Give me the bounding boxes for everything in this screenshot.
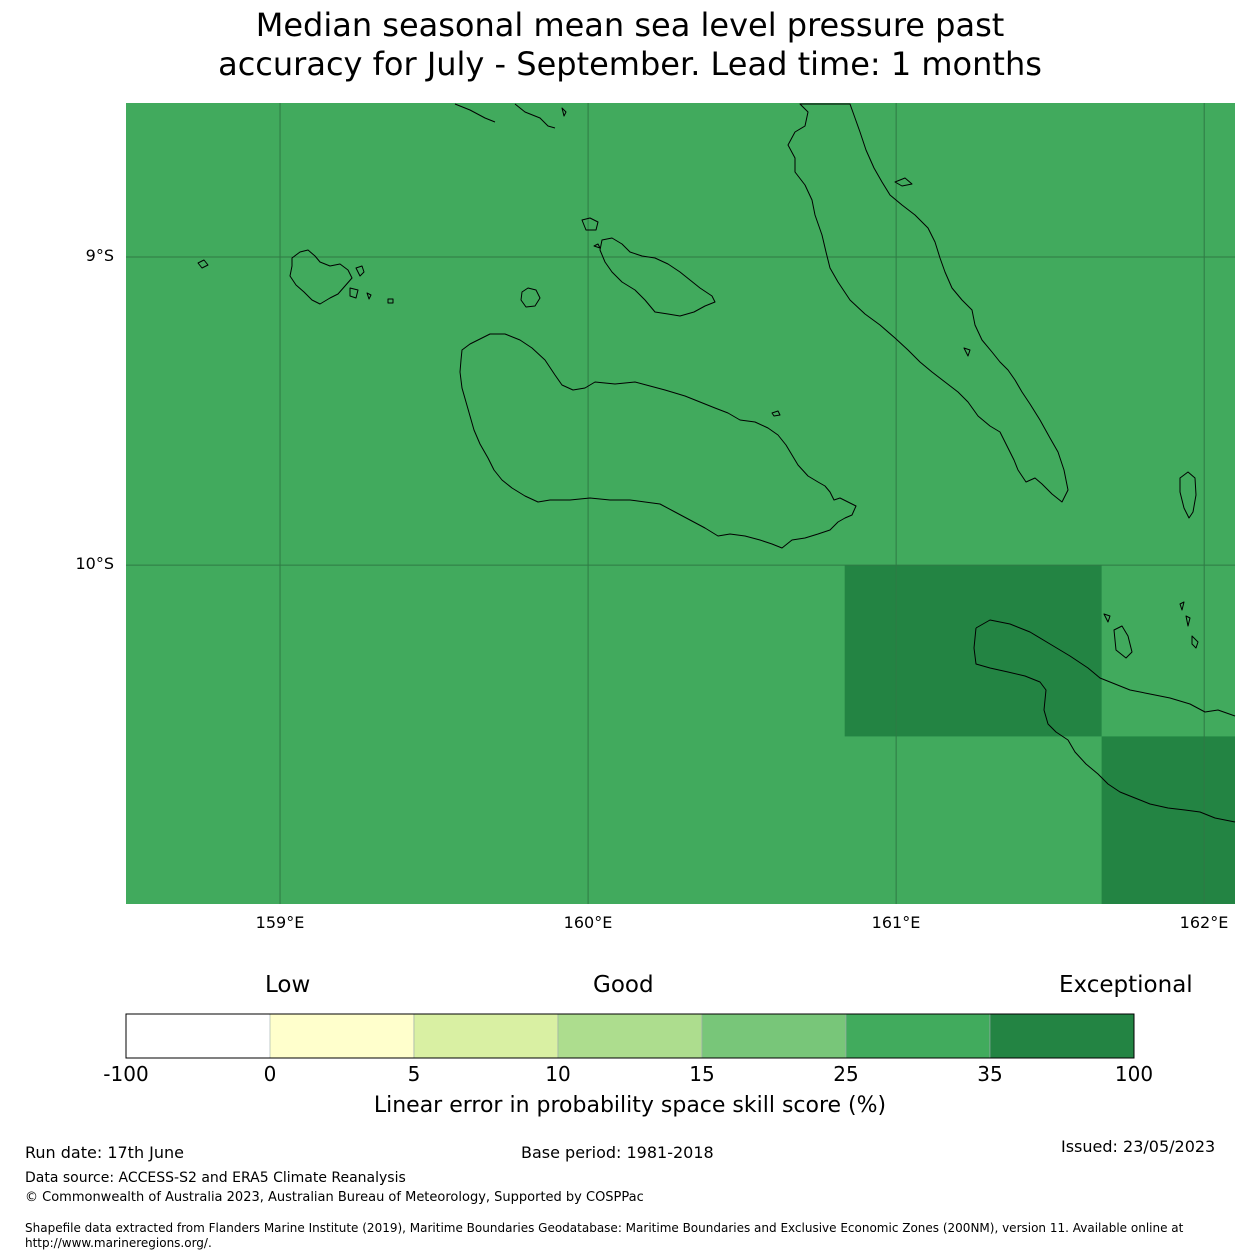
islet [1191, 635, 1199, 649]
colorbar-tick: 15 [689, 1062, 715, 1086]
skill-cell-high-1 [1101, 736, 1235, 904]
island-santa-isabel [787, 103, 1069, 503]
colorbar-tick: 100 [1114, 1062, 1154, 1086]
colorbar-segment-3 [557, 1013, 703, 1059]
chart-title: Median seasonal mean sea level pressure … [218, 6, 1042, 83]
island-russell [289, 249, 353, 305]
data-source: Data source: ACCESS-S2 and ERA5 Climate … [25, 1170, 406, 1186]
islet [1113, 625, 1133, 659]
shapefile-credit-line1: Shapefile data extracted from Flanders M… [25, 1221, 1184, 1235]
lat-label-10s: 10°S [75, 554, 114, 573]
colorbar-tick: 5 [407, 1062, 421, 1086]
colorbar-segment-6 [989, 1013, 1135, 1059]
islet [771, 410, 781, 417]
island-savo [520, 287, 541, 308]
colorbar-label: Linear error in probability space skill … [373, 1093, 887, 1118]
coast-fragment [454, 103, 496, 123]
lon-label-160e: 160°E [563, 913, 613, 932]
islet [349, 287, 359, 299]
run-date: Run date: 17th June [25, 1143, 185, 1162]
lat-label-9s: 9°S [85, 246, 114, 265]
islet [581, 217, 599, 231]
island-makira-south [973, 627, 1236, 823]
shapefile-credit-line2: http://www.marineregions.org/. [25, 1236, 212, 1250]
islet [1179, 601, 1185, 611]
copyright: © Commonwealth of Australia 2023, Austra… [25, 1190, 644, 1205]
colorbar-segment-5 [845, 1013, 991, 1059]
colorbar-segment-0 [126, 1014, 270, 1058]
lon-label-161e: 161°E [871, 913, 921, 932]
scale-word-low: Low [265, 972, 311, 998]
islet [355, 265, 365, 277]
skill-cell-high-0 [844, 565, 1102, 737]
islet [1185, 615, 1191, 627]
colorbar-tick: 25 [833, 1062, 859, 1086]
colorbar-tick: 35 [977, 1062, 1003, 1086]
colorbar-segment-4 [701, 1013, 847, 1059]
colorbar-segment-1 [269, 1013, 415, 1059]
islet [593, 243, 601, 249]
island-makira [975, 619, 1236, 717]
islet [894, 177, 913, 187]
islet [1179, 471, 1197, 519]
colorbar [125, 1013, 1135, 1059]
islet [963, 347, 971, 357]
scale-word-good: Good [593, 972, 654, 998]
island-nggela [599, 237, 716, 317]
colorbar-outline [125, 1013, 1135, 1059]
lon-label-159e: 159°E [255, 913, 305, 932]
lon-label-162e: 162°E [1179, 913, 1229, 932]
coast-fragment [561, 107, 567, 117]
colorbar-segment-2 [413, 1013, 559, 1059]
islet [366, 292, 372, 300]
map-background [126, 103, 1235, 904]
colorbar-tick: -100 [103, 1062, 149, 1086]
issued-date: Issued: 23/05/2023 [1061, 1137, 1216, 1156]
colorbar-tick: 0 [263, 1062, 277, 1086]
map-panel [126, 103, 1236, 904]
coast-fragment [514, 103, 556, 129]
islet [1103, 613, 1111, 623]
island-guadalcanal [459, 333, 857, 549]
islet [197, 259, 209, 269]
base-period: Base period: 1981-2018 [521, 1143, 714, 1162]
islet [387, 298, 394, 304]
scale-word-exceptional: Exceptional [1059, 972, 1193, 998]
colorbar-tick: 10 [545, 1062, 571, 1086]
